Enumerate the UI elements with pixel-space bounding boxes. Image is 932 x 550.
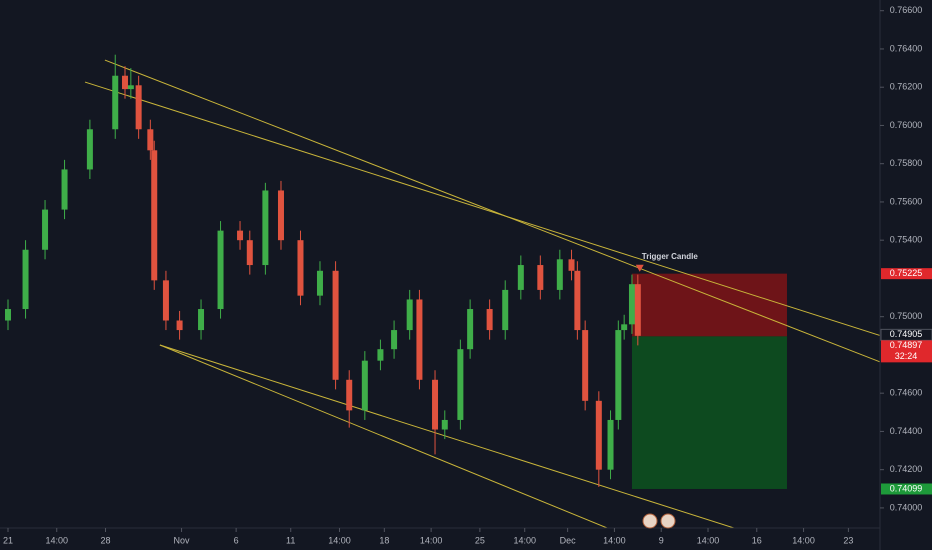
candle-body <box>361 360 368 411</box>
x-tick-label: 9 <box>659 535 664 545</box>
y-tick-label: 0.74400 <box>890 426 923 436</box>
y-tick-label: 0.74200 <box>890 464 923 474</box>
candle-body <box>332 270 339 380</box>
candle-body <box>432 379 439 430</box>
candle-body <box>135 85 142 130</box>
price-badge-label: 0.75225 <box>890 268 923 278</box>
candle-body <box>416 299 423 380</box>
y-tick-label: 0.76600 <box>890 5 923 15</box>
trendline <box>104 59 880 363</box>
candle-body <box>151 150 158 281</box>
trendline <box>159 344 736 528</box>
y-tick-label: 0.74000 <box>890 502 923 512</box>
candle-body <box>628 284 635 325</box>
x-tick-label: Nov <box>174 535 191 545</box>
candle-body <box>262 190 269 266</box>
candle-body <box>502 289 509 331</box>
candle-body <box>595 400 602 470</box>
x-tick-label: 6 <box>234 535 239 545</box>
candle-body <box>441 419 448 430</box>
x-tick-label: 25 <box>475 535 485 545</box>
candle-body <box>198 309 205 331</box>
x-tick-label: 16 <box>752 535 762 545</box>
candle-body <box>517 265 524 290</box>
y-tick-label: 0.76200 <box>890 82 923 92</box>
candle-body <box>607 419 614 470</box>
candle-body <box>391 330 398 350</box>
candle-body <box>537 265 544 290</box>
y-tick-label: 0.76000 <box>890 120 923 130</box>
x-tick-label: 11 <box>286 535 295 545</box>
candle-body <box>86 129 93 170</box>
candle-body <box>61 169 68 210</box>
event-icon[interactable] <box>642 513 658 529</box>
candle-body <box>582 330 589 401</box>
candle-body <box>297 240 304 296</box>
x-tick-label: 21 <box>3 535 13 545</box>
y-tick-label: 0.76400 <box>890 43 923 53</box>
candle-body <box>621 324 628 331</box>
candle-body <box>615 330 622 420</box>
candle-body <box>316 270 323 296</box>
price-badge-label: 0.74897 <box>890 340 923 350</box>
candle-body <box>377 349 384 361</box>
x-tick-label: 14:00 <box>420 535 443 545</box>
candle-body <box>246 240 253 266</box>
price-badge <box>881 340 932 363</box>
y-tick-label: 0.75400 <box>890 235 923 245</box>
stop-zone <box>631 273 787 337</box>
x-tick-label: 14:00 <box>328 535 351 545</box>
x-tick-label: 14:00 <box>697 535 720 545</box>
y-tick-label: 0.75600 <box>890 196 923 206</box>
x-tick-label: 14:00 <box>45 535 68 545</box>
candle-body <box>277 190 284 241</box>
candle-body <box>574 270 581 331</box>
y-tick-label: 0.75800 <box>890 158 923 168</box>
x-tick-label: 14:00 <box>603 535 626 545</box>
candle-body <box>457 349 464 420</box>
candle-body <box>121 75 128 90</box>
annotation-label: Trigger Candle <box>642 252 699 261</box>
plot-area <box>4 54 880 528</box>
candle-body <box>406 299 413 331</box>
price-badge-label: 0.74905 <box>890 329 923 339</box>
price-badge <box>881 483 932 495</box>
candle-body <box>4 309 11 321</box>
candle-body <box>176 320 183 331</box>
x-tick-label: 23 <box>843 535 853 545</box>
price-badge <box>881 268 932 280</box>
candle-body <box>486 309 493 331</box>
x-tick-label: Dec <box>560 535 577 545</box>
candle-body <box>147 129 154 151</box>
target-zone <box>631 336 787 489</box>
price-badge-label: 0.74099 <box>890 483 923 493</box>
candle-body <box>237 230 244 241</box>
candle-body <box>467 309 474 350</box>
candle-body <box>42 209 49 250</box>
candle-body <box>568 259 575 271</box>
candle-body <box>556 259 563 290</box>
candle-body <box>346 379 353 411</box>
x-tick-label: 14:00 <box>792 535 815 545</box>
candle-body <box>162 280 169 321</box>
annotation-arrow <box>635 264 644 272</box>
candle-body <box>127 85 134 90</box>
candle-body <box>217 230 224 310</box>
x-tick-label: 28 <box>100 535 110 545</box>
trendline <box>84 81 880 337</box>
x-tick-label: 14:00 <box>513 535 536 545</box>
event-icon[interactable] <box>660 513 676 529</box>
candle-body <box>634 284 641 336</box>
y-tick-label: 0.74600 <box>890 388 923 398</box>
y-tick-label: 0.75000 <box>890 311 923 321</box>
trendline <box>159 344 609 528</box>
candle-body <box>22 249 29 310</box>
candle-body <box>112 75 119 130</box>
x-tick-label: 18 <box>379 535 389 545</box>
countdown-label: 32:24 <box>895 351 918 361</box>
